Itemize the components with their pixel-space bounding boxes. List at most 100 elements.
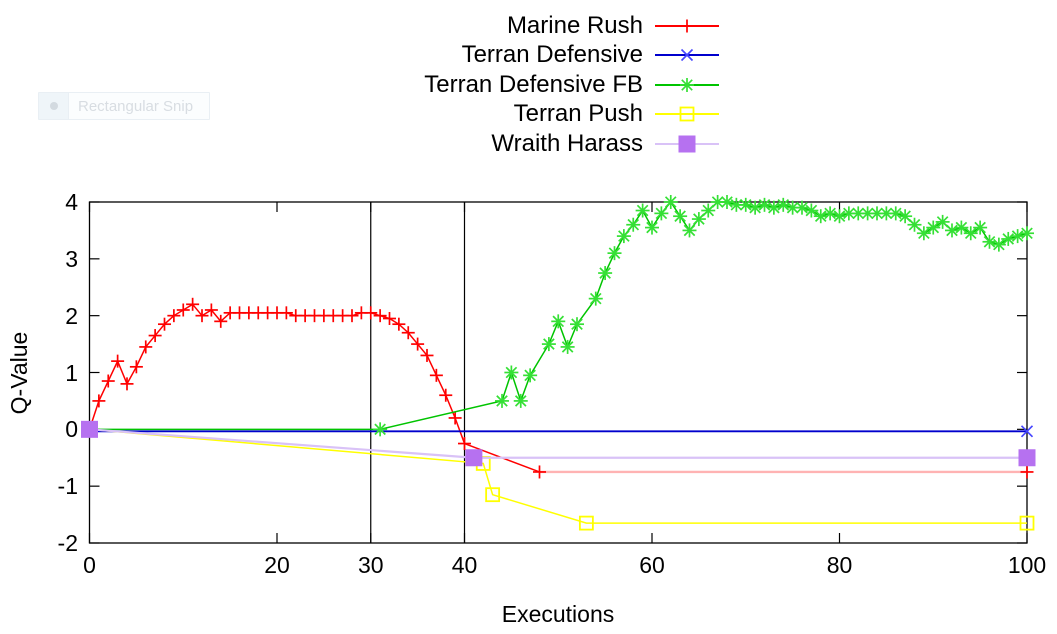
- legend-label: Terran Defensive: [461, 41, 643, 69]
- asterisk-marker: [495, 393, 509, 408]
- x-axis-title: Executions: [501, 601, 615, 627]
- asterisk-marker: [504, 365, 519, 380]
- plus-marker: [139, 340, 153, 354]
- y-tick-label-3: 3: [65, 245, 78, 272]
- asterisk-marker: [691, 212, 706, 227]
- snip-bullet-icon: [39, 93, 69, 119]
- plus-marker: [401, 326, 415, 340]
- legend-item-terran-push: Terran Push: [0, 100, 722, 130]
- cross-marker: [1020, 425, 1034, 438]
- square-open-marker: [578, 515, 594, 531]
- snip-tooltip[interactable]: Rectangular Snip: [38, 92, 210, 120]
- plus-marker: [214, 314, 228, 328]
- y-tick-label-0: 0: [65, 416, 78, 443]
- plus-marker: [383, 312, 396, 326]
- square-open-marker: [485, 487, 501, 503]
- asterisk-marker: [945, 223, 959, 238]
- plus-marker: [420, 348, 434, 362]
- asterisk-marker: [738, 197, 753, 212]
- plus-marker: [92, 394, 106, 408]
- asterisk-marker: [616, 229, 631, 244]
- asterisk-marker: [1001, 231, 1016, 246]
- legend-item-wraith-harass: Wraith Harass: [0, 129, 722, 159]
- x-tick-label-40: 40: [451, 552, 478, 578]
- x-tick-label-80: 80: [826, 552, 853, 578]
- y-tick-label-1: 1: [65, 359, 78, 386]
- asterisk-marker: [635, 203, 650, 218]
- asterisk-marker: [513, 393, 528, 408]
- plus-marker: [204, 303, 218, 317]
- plus-marker: [148, 329, 162, 343]
- asterisk-marker: [832, 209, 847, 224]
- asterisk-marker: [898, 209, 913, 224]
- legend-label: Terran Push: [513, 100, 643, 128]
- asterisk-marker: [701, 203, 716, 218]
- square-filled-marker: [465, 449, 483, 467]
- plus-marker: [439, 388, 453, 402]
- square-filled-marker: [1018, 449, 1036, 467]
- plus-marker: [345, 309, 359, 323]
- legend-sample-terran-push: [655, 106, 719, 122]
- legend-sample-terran-defensive: [655, 49, 719, 62]
- asterisk-marker: [523, 368, 538, 383]
- plus-marker: [158, 317, 171, 331]
- legend-item-marine-rush: Marine Rush: [0, 11, 722, 41]
- asterisk-marker: [795, 200, 809, 215]
- plus-marker: [167, 309, 181, 323]
- square-filled-marker: [678, 135, 696, 153]
- plus-marker: [373, 309, 387, 323]
- legend-sample-marine-rush: [655, 19, 719, 33]
- plus-marker: [448, 411, 462, 425]
- legend-label: Terran Defensive FB: [424, 70, 643, 98]
- asterisk-marker: [626, 217, 641, 232]
- plus-marker: [101, 374, 115, 388]
- plot-border: [88, 201, 1028, 544]
- legend-sample-wraith-harass: [655, 135, 719, 153]
- legend-item-terran-defensive: Terran Defensive: [0, 41, 722, 71]
- asterisk-marker: [663, 195, 678, 209]
- plus-marker: [364, 306, 378, 320]
- legend-label: Wraith Harass: [491, 129, 643, 157]
- asterisk-marker: [541, 337, 556, 352]
- plus-marker: [533, 465, 546, 479]
- asterisk-marker: [645, 220, 659, 235]
- asterisk-marker: [720, 195, 734, 209]
- asterisk-marker: [757, 197, 772, 212]
- y-tick-label--1: -1: [57, 473, 78, 500]
- chart-legend: Marine Rush Terran Defensive Terran Defens…: [0, 11, 722, 159]
- legend-sample-terran-defensive-fb: [655, 77, 719, 92]
- asterisk-marker: [560, 339, 575, 354]
- asterisk-marker: [982, 234, 997, 249]
- square-open-marker: [679, 106, 695, 122]
- legend-label: Marine Rush: [506, 11, 643, 39]
- plus-marker: [1020, 465, 1034, 479]
- asterisk-marker: [907, 217, 922, 232]
- asterisk-marker: [654, 206, 669, 221]
- x-tick-label-60: 60: [639, 552, 665, 578]
- plus-marker: [429, 368, 443, 382]
- plus-marker: [411, 337, 425, 351]
- asterisk-marker: [766, 200, 781, 215]
- asterisk-marker: [748, 200, 763, 215]
- asterisk-marker: [673, 209, 688, 224]
- x-tick-label-0: 0: [83, 552, 96, 578]
- plus-marker: [186, 297, 200, 311]
- asterisk-marker: [570, 317, 584, 332]
- plus-marker: [195, 309, 209, 323]
- legend-item-terran-defensive-fb: Terran Defensive FB: [0, 70, 722, 100]
- asterisk-marker: [682, 223, 697, 238]
- plus-marker: [458, 437, 471, 451]
- plus-marker: [680, 19, 694, 33]
- x-tick-label-30: 30: [357, 552, 384, 578]
- asterisk-marker: [888, 206, 903, 221]
- x-tick-label-20: 20: [264, 552, 290, 578]
- asterisk-marker: [935, 214, 950, 229]
- cross-marker: [680, 49, 694, 62]
- asterisk-marker: [1010, 229, 1025, 244]
- asterisk-marker: [373, 422, 388, 437]
- series-line-terran-push: [89, 428, 1027, 524]
- asterisk-marker: [823, 206, 838, 221]
- asterisk-marker: [680, 77, 694, 92]
- asterisk-marker: [973, 220, 988, 235]
